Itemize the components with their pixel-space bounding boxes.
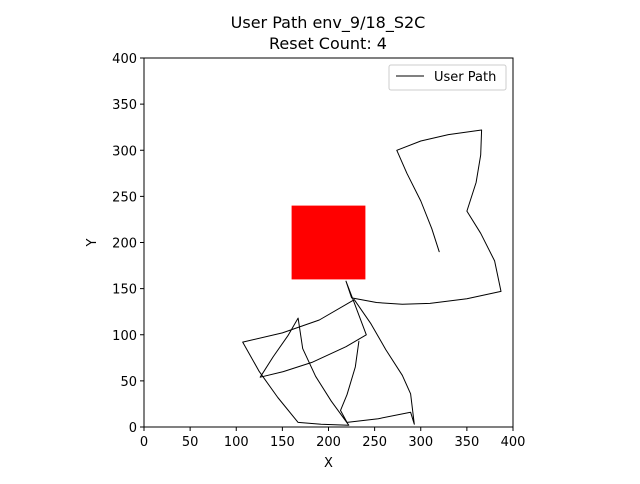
- y-tick-label: 400: [112, 52, 137, 67]
- x-tick-label: 300: [408, 435, 433, 450]
- chart-subtitle: Reset Count: 4: [269, 34, 387, 53]
- y-tick-label: 50: [120, 375, 137, 390]
- x-axis-label: X: [324, 456, 333, 471]
- x-axis: 0 50 100 150 200 250 300 350 400: [140, 427, 526, 450]
- y-tick-label: 300: [112, 144, 137, 159]
- y-tick-label: 250: [112, 190, 137, 205]
- legend-label-user-path: User Path: [434, 70, 496, 85]
- x-tick-label: 150: [270, 435, 295, 450]
- y-tick-label: 350: [112, 98, 137, 113]
- y-axis: 0 50 100 150 200 250 300 350 400: [112, 52, 144, 436]
- x-tick-label: 250: [362, 435, 387, 450]
- obstacle-square: [291, 205, 366, 280]
- x-tick-label: 0: [140, 435, 148, 450]
- series-line-user-path: [242, 129, 502, 426]
- legend: User Path: [388, 64, 507, 91]
- x-tick-label: 400: [501, 435, 526, 450]
- plot-content: [242, 129, 502, 426]
- y-tick-label: 150: [112, 283, 137, 298]
- y-axis-label: Y: [85, 238, 100, 247]
- x-tick-label: 50: [182, 435, 199, 450]
- x-tick-label: 100: [224, 435, 249, 450]
- y-tick-label: 200: [112, 237, 137, 252]
- chart-title: User Path env_9/18_S2C: [231, 13, 426, 33]
- x-tick-label: 200: [316, 435, 341, 450]
- y-tick-label: 0: [129, 421, 137, 436]
- legend-box: [388, 64, 507, 91]
- y-tick-label: 100: [112, 329, 137, 344]
- x-tick-label: 350: [454, 435, 479, 450]
